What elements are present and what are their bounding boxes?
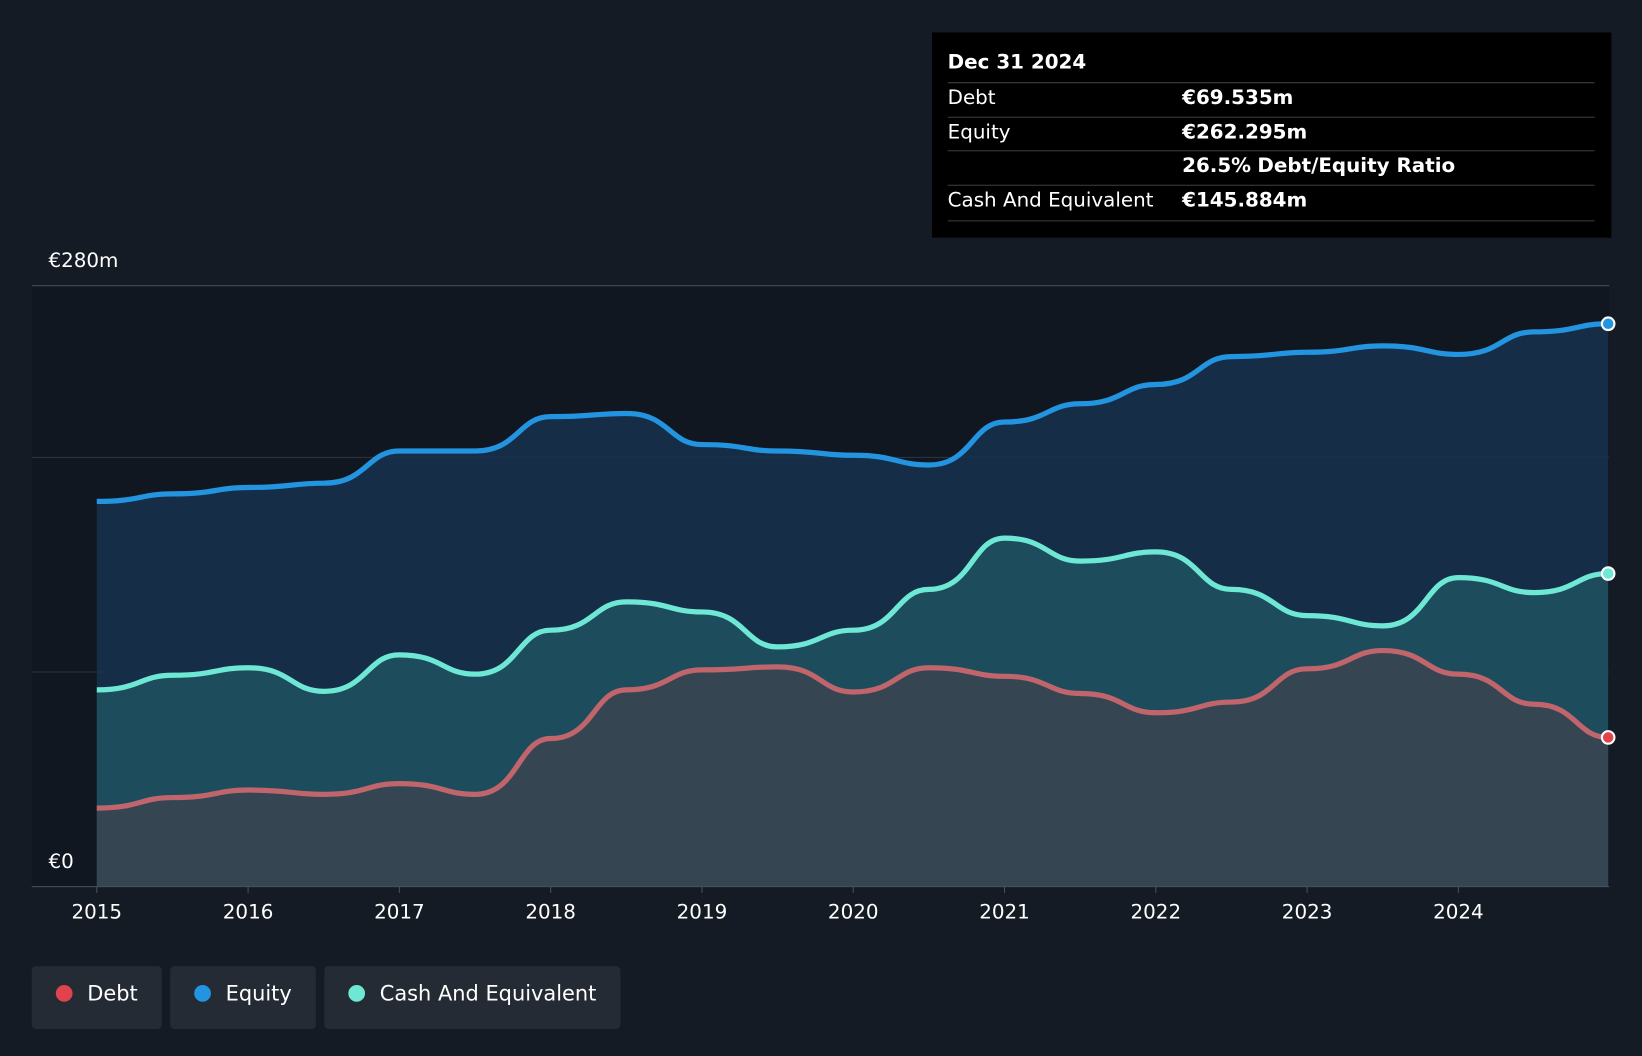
x-tick-label: 2018 [525, 900, 576, 923]
end-dot [1600, 730, 1616, 745]
tooltip-box [931, 32, 1612, 238]
end-dot [1600, 316, 1616, 332]
x-tick-label: 2022 [1131, 900, 1182, 923]
x-tick-label: 2015 [71, 900, 122, 923]
tooltip-note: Debt/Equity Ratio [1257, 154, 1455, 177]
line [96, 535, 1609, 694]
legend-label: Cash And Equivalent [380, 981, 597, 1005]
legend-box[interactable] [170, 966, 316, 1029]
legend-item[interactable]: Debt [31, 966, 162, 1029]
x-tick-label: 2023 [1282, 900, 1333, 923]
legend-label: Equity [226, 981, 292, 1005]
tooltip-label: Cash And Equivalent [948, 188, 1154, 211]
legend-box[interactable] [324, 966, 621, 1029]
x-tick-label: 2024 [1433, 900, 1484, 923]
legend-swatch [55, 985, 73, 1002]
legend-swatch [194, 985, 211, 1002]
tooltip-label: Equity [948, 120, 1011, 143]
tooltip-value: €145.884m [1181, 188, 1307, 211]
legend-swatch [348, 985, 366, 1002]
x-tick-label: 2016 [223, 900, 274, 923]
x-tick-label: 2017 [374, 900, 425, 923]
y-tick-label: €280m [48, 249, 118, 272]
line [96, 321, 1609, 505]
x-tick-label: 2019 [677, 900, 728, 923]
end-dot [1600, 566, 1616, 581]
axes: €0 €280m 2015 2016 2017 2018 2019 2020 2021 2022 2… [31, 249, 1610, 923]
area [96, 650, 1609, 887]
y-tick-label: €0 [48, 850, 73, 873]
x-tick-label: 2020 [828, 900, 879, 923]
tooltip-date: Dec 31 2024 [948, 50, 1087, 73]
tooltip-label: Debt [948, 86, 996, 109]
legend-label: Debt [87, 981, 137, 1005]
areas [96, 323, 1609, 887]
legend-item[interactable]: Equity [170, 966, 316, 1029]
lines [96, 316, 1616, 811]
legend-box[interactable] [31, 966, 162, 1029]
tooltip: Dec 31 2024 Debt €69.535m Equity €262.295m 26… [931, 32, 1612, 238]
tooltip-value: €69.535m [1181, 86, 1293, 109]
tooltip-value: 26.5% [1182, 154, 1251, 177]
tooltip-value: €262.295m [1181, 120, 1307, 143]
x-tick-label: 2021 [979, 900, 1030, 923]
line [96, 647, 1609, 811]
legend: Debt Equity Cash And Equivalent [31, 966, 621, 1029]
legend-item[interactable]: Cash And Equivalent [324, 966, 621, 1029]
